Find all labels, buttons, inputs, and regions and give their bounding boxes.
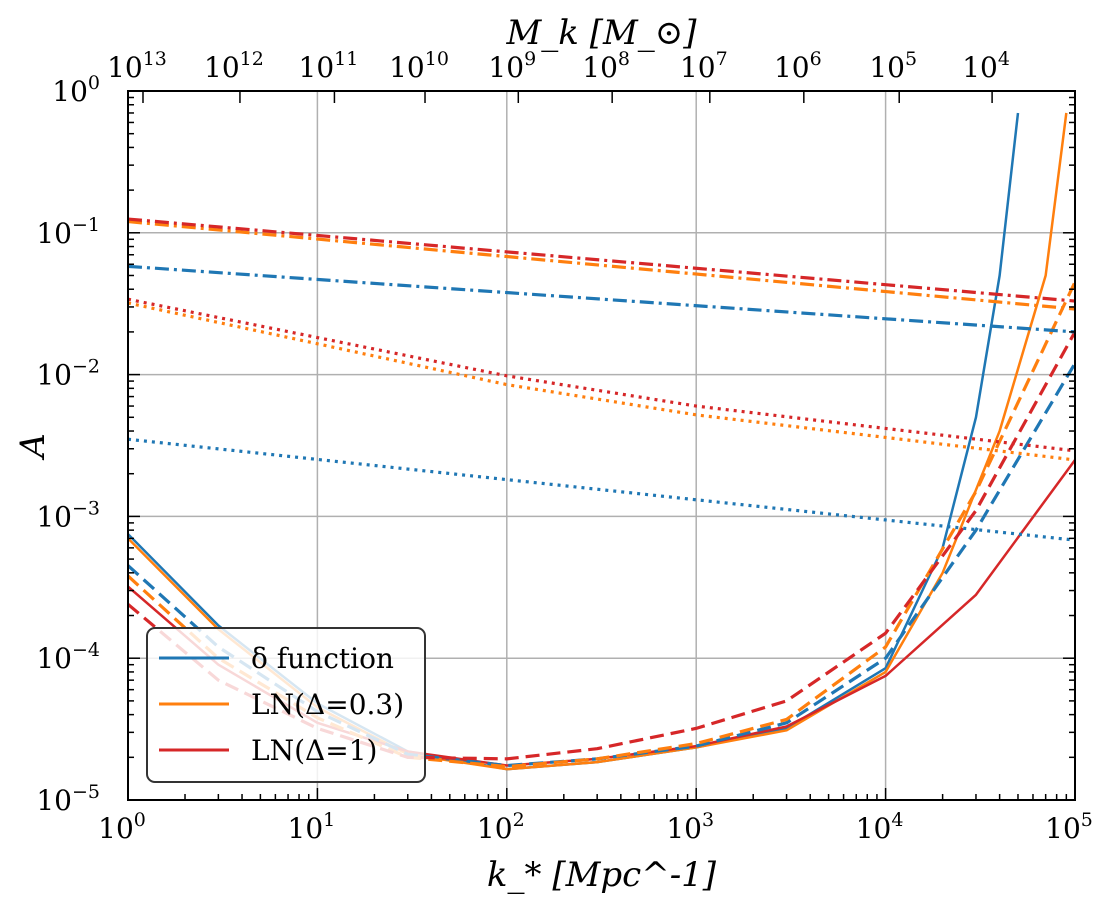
legend-box <box>146 627 426 783</box>
top-tick-label: 108 <box>582 48 630 84</box>
x-tick-label: 100 <box>98 809 146 845</box>
top-tick-label: 106 <box>774 48 822 84</box>
y-tick-label: 10−4 <box>36 639 100 675</box>
axis-tick-labels: 100 101 102 103 104 105 10−5 10−4 10−3 10−2 10−1 10… <box>36 48 1093 845</box>
series-line <box>128 297 1075 453</box>
x-tick-label: 103 <box>666 809 714 845</box>
series-line <box>128 217 1075 303</box>
plot-frame <box>127 90 1076 801</box>
y-tick-label: 10−5 <box>36 781 100 817</box>
x-tick-label: 102 <box>477 809 525 845</box>
series-line <box>128 437 1075 542</box>
top-tick-label: 1010 <box>389 48 449 84</box>
series-line <box>128 219 1075 311</box>
x-axis-label: k_* [Mpc^-1] <box>487 855 717 895</box>
series-line <box>128 301 1075 462</box>
top-tick-label: 1013 <box>107 48 167 84</box>
x-tick-label: 101 <box>288 809 336 845</box>
top-tick-label: 105 <box>869 48 917 84</box>
axis-ticks <box>127 91 1076 801</box>
legend-label: LN(Δ=0.3) <box>251 688 404 721</box>
top-tick-label: 107 <box>680 48 728 84</box>
top-tick-label: 1011 <box>299 48 359 84</box>
x-tick-label: 105 <box>1045 809 1093 845</box>
y-axis-label: A <box>13 433 53 461</box>
x-tick-label: 104 <box>856 809 904 845</box>
top-tick-label: 104 <box>962 48 1010 84</box>
y-tick-label: 10−3 <box>36 497 100 533</box>
y-tick-label: 10−2 <box>36 356 100 392</box>
top-axis-label: M_k [M_⊙] <box>505 13 697 53</box>
y-tick-label: 100 <box>52 72 100 108</box>
legend: δ function LN(Δ=0.3) LN(Δ=1) <box>146 627 426 783</box>
top-tick-label: 1012 <box>204 48 264 84</box>
legend-label: LN(Δ=1) <box>251 734 377 767</box>
top-tick-label: 109 <box>488 48 536 84</box>
series-line <box>128 264 1075 334</box>
legend-label: δ function <box>251 642 394 675</box>
y-tick-label: 10−1 <box>36 214 100 250</box>
